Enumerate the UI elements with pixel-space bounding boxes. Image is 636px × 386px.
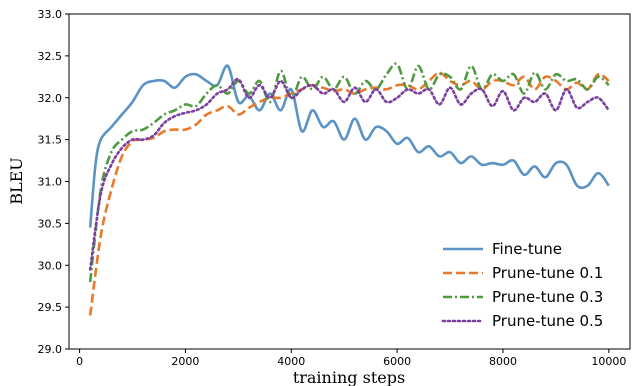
plot-area [69, 14, 630, 349]
legend-label-2: Prune-tune 0.1 [492, 264, 603, 282]
x-tick-label: 10000 [591, 355, 626, 368]
series-line-4 [88, 77, 611, 271]
y-tick-label: 32.5 [38, 50, 63, 63]
y-tick-label: 31.0 [38, 176, 63, 189]
x-tick-label: 0 [76, 355, 83, 368]
x-tick-label: 4000 [277, 355, 305, 368]
legend-label-4: Prune-tune 0.5 [492, 312, 603, 330]
y-tick-label: 30.0 [38, 259, 63, 272]
y-tick-label: 32.0 [38, 92, 63, 105]
legend-label-3: Prune-tune 0.3 [492, 288, 603, 306]
x-tick-label: 6000 [383, 355, 411, 368]
series-line-1 [88, 64, 610, 228]
legend-label-1: Fine-tune [492, 240, 562, 258]
x-tick-label: 8000 [489, 355, 517, 368]
y-tick-label: 29.0 [38, 343, 63, 356]
series-layer [88, 62, 611, 316]
y-tick-label: 31.5 [38, 134, 63, 147]
series-line-3 [88, 62, 610, 283]
x-tick-label: 2000 [171, 355, 199, 368]
series-line-2 [88, 71, 610, 316]
y-tick-label: 33.0 [38, 8, 63, 21]
axes-layer: 0 2000 4000 6000 8000 10000 29.0 29.5 30.0 30.5 31… [38, 8, 631, 368]
y-tick-label: 29.5 [38, 301, 63, 314]
y-axis-label: BLEU [7, 157, 26, 205]
y-tick-label: 30.5 [38, 217, 63, 230]
x-axis-label: training steps [293, 368, 405, 386]
legend: Fine-tune Prune-tune 0.1 Prune-tune 0.3 Pru… [441, 240, 603, 330]
